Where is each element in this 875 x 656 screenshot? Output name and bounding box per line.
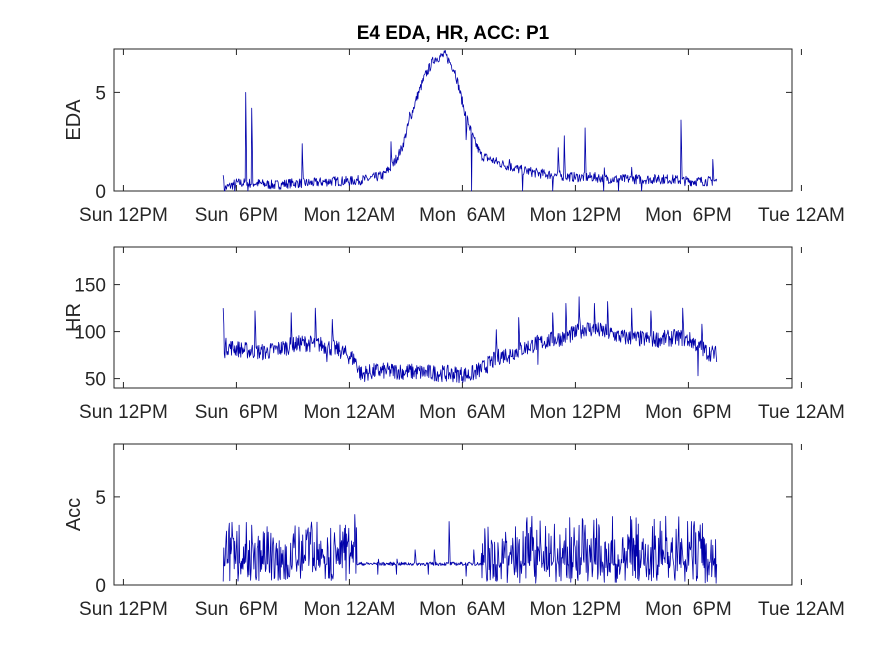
y-tick-label: 5: [95, 488, 106, 509]
y-axis-label: Acc: [63, 498, 85, 531]
y-tick-label: 5: [95, 83, 106, 104]
x-tick-label: Tue 12AM: [758, 205, 845, 226]
y-tick-label: 0: [95, 576, 106, 597]
y-tick-label: 50: [85, 370, 106, 391]
x-tick-label: Sun 6PM: [195, 402, 278, 423]
y-axis-label: EDA: [63, 99, 85, 141]
panel-acc: 0 5 Acc Sun 12PM Sun 6PM Mon 12AM Mon 6AM Mon 1…: [63, 443, 845, 620]
x-tick-label: Mon 12PM: [529, 205, 621, 226]
axes-box: [113, 443, 793, 586]
y-tick-label: 100: [74, 323, 106, 344]
panel-eda: 0 5 EDA Sun 12PM Sun 6PM Mon 12AM Mon 6AM Mon 1…: [63, 48, 845, 226]
x-tick-label: Mon 6AM: [419, 599, 506, 620]
x-tick-label: Mon 12PM: [529, 402, 621, 423]
axes-box: [113, 48, 793, 192]
x-tick-label: Sun 6PM: [195, 205, 278, 226]
x-tick-label: Mon 12AM: [303, 599, 395, 620]
panel-hr: 50 100 150 HR Sun 12PM Sun 6PM Mon 12AM Mon 6AM…: [63, 246, 845, 423]
series-line-hr: [222, 296, 718, 384]
y-axis-label: HR: [63, 303, 85, 332]
x-tick-label: Mon 12PM: [529, 599, 621, 620]
x-tick-label: Sun 12PM: [79, 402, 168, 423]
x-tick-label: Sun 6PM: [195, 599, 278, 620]
x-tick-label: Sun 12PM: [79, 599, 168, 620]
series-line-eda: [222, 50, 718, 192]
axes-box: [113, 246, 793, 389]
chart-title: E4 EDA, HR, ACC: P1: [357, 23, 550, 44]
y-tick-label: 150: [74, 276, 106, 297]
x-tick-label: Mon 6AM: [419, 402, 506, 423]
x-tick-label: Sun 12PM: [79, 205, 168, 226]
x-tick-label: Mon 12AM: [303, 205, 395, 226]
x-tick-label: Mon 6PM: [645, 599, 732, 620]
x-tick-label: Tue 12AM: [758, 402, 845, 423]
series-line-acc: [222, 514, 718, 584]
x-tick-label: Mon 6AM: [419, 205, 506, 226]
x-tick-label: Mon 6PM: [645, 205, 732, 226]
x-tick-label: Mon 12AM: [303, 402, 395, 423]
x-tick-label: Tue 12AM: [758, 599, 845, 620]
panels: 0 5 EDA Sun 12PM Sun 6PM Mon 12AM Mon 6AM Mon 1…: [63, 48, 845, 620]
y-tick-label: 0: [95, 182, 106, 203]
x-tick-label: Mon 6PM: [645, 402, 732, 423]
